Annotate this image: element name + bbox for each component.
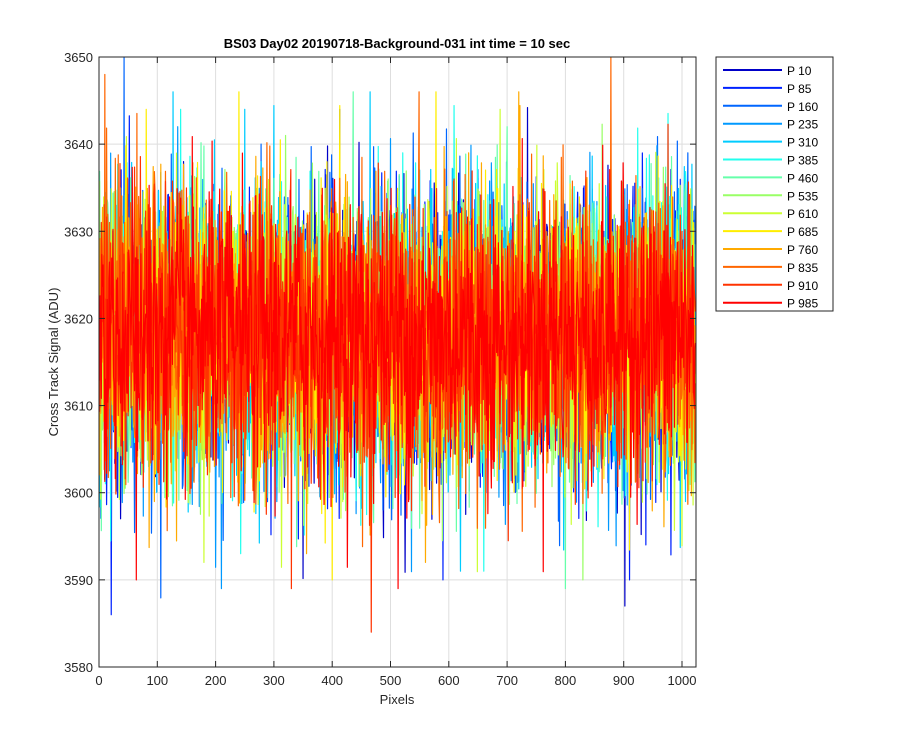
x-axis-label: Pixels — [380, 692, 415, 707]
legend-label: P 385 — [787, 154, 818, 168]
series-lines — [99, 57, 696, 633]
legend-label: P 685 — [787, 225, 818, 239]
x-tick-label: 400 — [321, 673, 343, 688]
legend-label: P 235 — [787, 118, 818, 132]
x-tick-label: 600 — [438, 673, 460, 688]
legend-label: P 910 — [787, 279, 818, 293]
legend-label: P 85 — [787, 82, 812, 96]
y-tick-label: 3630 — [64, 224, 93, 239]
x-tick-label: 0 — [95, 673, 102, 688]
legend-label: P 985 — [787, 297, 818, 311]
y-tick-label: 3580 — [64, 660, 93, 675]
legend-label: P 760 — [787, 243, 818, 257]
chart-title: BS03 Day02 20190718-Background-031 int t… — [224, 36, 571, 51]
y-tick-label: 3600 — [64, 486, 93, 501]
x-tick-label: 700 — [496, 673, 518, 688]
x-tick-label: 300 — [263, 673, 285, 688]
x-tick-label: 800 — [555, 673, 577, 688]
legend-box — [715, 56, 834, 312]
x-tick-label: 200 — [205, 673, 227, 688]
x-tick-label: 1000 — [668, 673, 697, 688]
y-tick-label: 3590 — [64, 573, 93, 588]
legend-label: P 10 — [787, 64, 812, 78]
y-tick-label: 3650 — [64, 50, 93, 65]
legend-label: P 610 — [787, 207, 818, 221]
y-tick-label: 3620 — [64, 311, 93, 326]
axis-ticks: 0 100 200 300 400 500 600 700 800 900 1000 3580 3590… — [64, 50, 696, 688]
legend: P 10 P 85 P 160 P 235 P 310 P 385 P 460 P 535 P … — [715, 56, 834, 312]
x-tick-label: 900 — [613, 673, 635, 688]
legend-label: P 160 — [787, 100, 818, 114]
y-tick-label: 3610 — [64, 399, 93, 414]
y-axis-label: Cross Track Signal (ADU) — [46, 288, 61, 437]
legend-label: P 535 — [787, 189, 818, 203]
plot-frame — [98, 56, 697, 668]
x-tick-label: 500 — [380, 673, 402, 688]
legend-label: P 310 — [787, 136, 818, 150]
legend-label: P 835 — [787, 261, 818, 275]
series-line — [99, 136, 696, 590]
legend-label: P 460 — [787, 171, 818, 185]
x-tick-label: 100 — [146, 673, 168, 688]
y-tick-label: 3640 — [64, 137, 93, 152]
